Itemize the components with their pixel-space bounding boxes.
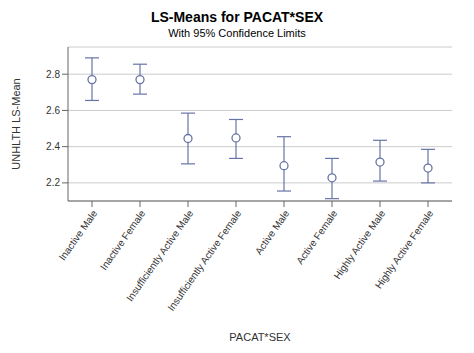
- svg-text:2.6: 2.6: [46, 105, 60, 116]
- svg-text:PACAT*SEX: PACAT*SEX: [229, 331, 291, 343]
- svg-text:Insufficiently Active Female: Insufficiently Active Female: [165, 208, 243, 313]
- svg-text:2.4: 2.4: [46, 141, 60, 152]
- svg-text:UNHLTH LS-Mean: UNHLTH LS-Mean: [10, 78, 22, 170]
- svg-text:Active Male: Active Male: [253, 208, 292, 257]
- svg-text:2.2: 2.2: [46, 177, 60, 188]
- svg-text:Inactive Male: Inactive Male: [57, 208, 100, 263]
- svg-text:Highly Active Female: Highly Active Female: [373, 208, 436, 291]
- svg-text:Active Female: Active Female: [294, 208, 340, 267]
- html-text:LS-Means for PACAT*SEX: LS-Means for PACAT*SEX: [150, 9, 324, 25]
- svg-text:Highly Active Male: Highly Active Male: [332, 208, 388, 282]
- html-text:With 95% Confidence Limits: With 95% Confidence Limits: [168, 27, 306, 39]
- svg-text:2.8: 2.8: [46, 69, 60, 80]
- svg-text:Inactive Female: Inactive Female: [98, 208, 148, 272]
- svg-text:Insufficiently Active Male: Insufficiently Active Male: [124, 207, 196, 304]
